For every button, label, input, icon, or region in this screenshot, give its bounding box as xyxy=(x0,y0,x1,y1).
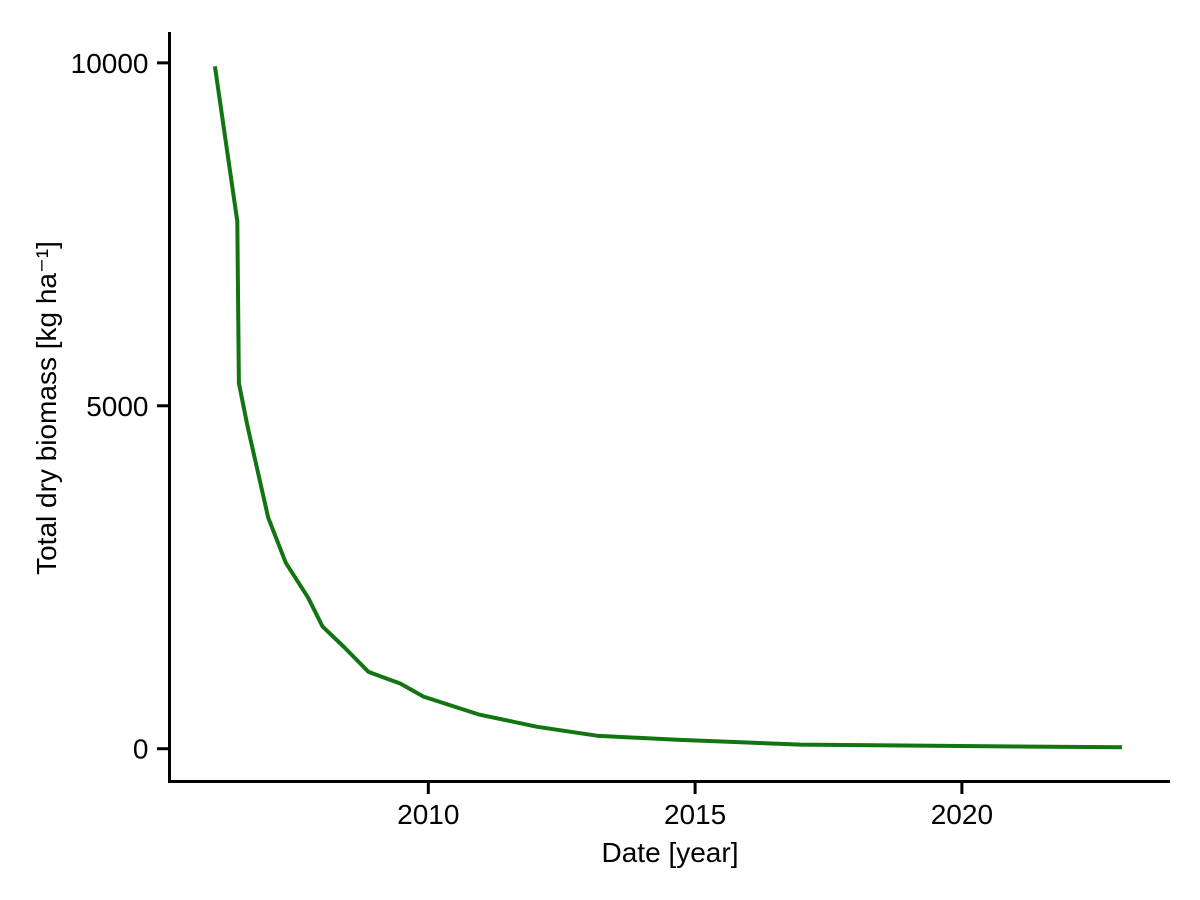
y-tick-label: 5000 xyxy=(86,391,148,422)
axes-layer xyxy=(157,32,1170,794)
x-axis-title: Date [year] xyxy=(602,837,739,868)
series-layer xyxy=(212,66,1123,750)
y-tick-label: 0 xyxy=(133,734,149,765)
y-tick-label: 10000 xyxy=(71,48,149,79)
x-tick-label: 2020 xyxy=(931,799,993,830)
tick-label-layer: 0 5000 10000 2010 2015 2020 xyxy=(71,48,993,830)
total-dry-biomass-line xyxy=(212,66,1123,750)
y-axis-title: Total dry biomass [kg ha⁻¹] xyxy=(31,241,62,575)
x-tick-label: 2015 xyxy=(664,799,726,830)
x-tick-label: 2010 xyxy=(397,799,459,830)
